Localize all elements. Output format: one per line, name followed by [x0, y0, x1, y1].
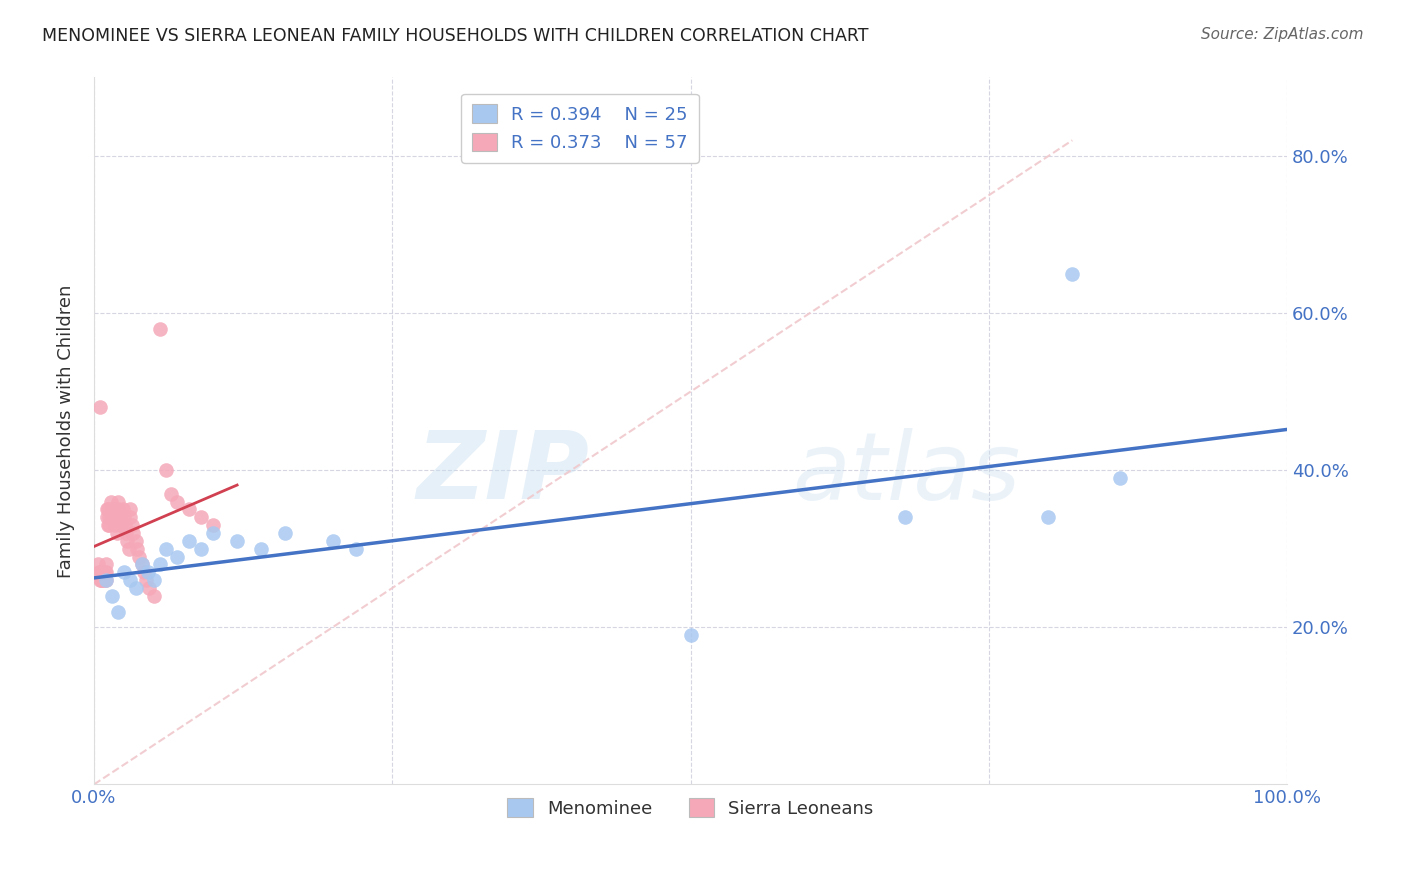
Point: [118, 502, 141, 516]
Point: [97, 502, 120, 516]
Point: [132, 566, 155, 580]
Point: [105, 526, 128, 541]
Point: [100, 494, 122, 508]
Point: [322, 533, 344, 548]
Y-axis label: Family Households with Children: Family Households with Children: [58, 285, 75, 578]
Point: [121, 518, 143, 533]
Point: [190, 510, 212, 524]
Point: [117, 541, 139, 556]
Point: [104, 518, 127, 533]
Point: [96, 502, 118, 516]
Point: [94, 573, 117, 587]
Point: [166, 549, 188, 564]
Point: [96, 510, 118, 524]
Point: [1038, 510, 1060, 524]
Point: [93, 573, 115, 587]
Point: [131, 558, 153, 572]
Point: [93, 573, 115, 587]
Text: MENOMINEE VS SIERRA LEONEAN FAMILY HOUSEHOLDS WITH CHILDREN CORRELATION CHART: MENOMINEE VS SIERRA LEONEAN FAMILY HOUSE…: [42, 27, 869, 45]
Point: [117, 533, 139, 548]
Point: [107, 502, 129, 516]
Point: [89, 401, 111, 415]
Point: [148, 558, 170, 572]
Point: [115, 526, 138, 541]
Point: [91, 573, 114, 587]
Point: [894, 510, 917, 524]
Point: [94, 558, 117, 572]
Point: [148, 322, 170, 336]
Point: [138, 581, 160, 595]
Point: [118, 510, 141, 524]
Text: ZIP: ZIP: [416, 427, 589, 519]
Point: [98, 510, 121, 524]
Point: [125, 541, 148, 556]
Point: [87, 566, 110, 580]
Point: [94, 566, 117, 580]
Point: [274, 526, 297, 541]
Point: [98, 518, 121, 533]
Point: [1062, 267, 1084, 281]
Point: [1109, 471, 1132, 485]
Point: [90, 566, 112, 580]
Point: [101, 589, 124, 603]
Point: [346, 541, 368, 556]
Point: [202, 526, 225, 541]
Point: [101, 502, 124, 516]
Point: [122, 526, 145, 541]
Point: [103, 510, 125, 524]
Point: [111, 502, 134, 516]
Point: [90, 573, 112, 587]
Point: [101, 502, 124, 516]
Point: [114, 518, 136, 533]
Point: [128, 549, 150, 564]
Point: [125, 581, 148, 595]
Point: [226, 533, 249, 548]
Text: Source: ZipAtlas.com: Source: ZipAtlas.com: [1201, 27, 1364, 42]
Point: [131, 558, 153, 572]
Legend: Menominee, Sierra Leoneans: Menominee, Sierra Leoneans: [501, 791, 880, 825]
Point: [91, 566, 114, 580]
Point: [93, 566, 115, 580]
Point: [250, 541, 273, 556]
Point: [190, 541, 212, 556]
Point: [118, 573, 141, 587]
Point: [160, 487, 183, 501]
Point: [179, 502, 201, 516]
Point: [155, 541, 177, 556]
Point: [110, 518, 132, 533]
Point: [112, 510, 135, 524]
Point: [101, 510, 124, 524]
Point: [679, 628, 702, 642]
Point: [125, 533, 148, 548]
Point: [135, 573, 157, 587]
Point: [97, 518, 120, 533]
Point: [112, 566, 135, 580]
Point: [89, 573, 111, 587]
Text: atlas: atlas: [792, 428, 1021, 519]
Point: [107, 605, 129, 619]
Point: [142, 589, 165, 603]
Point: [107, 494, 129, 508]
Point: [142, 573, 165, 587]
Point: [202, 518, 225, 533]
Point: [108, 510, 131, 524]
Point: [136, 566, 159, 580]
Point: [94, 573, 117, 587]
Point: [86, 558, 108, 572]
Point: [166, 494, 188, 508]
Point: [179, 533, 201, 548]
Point: [155, 463, 177, 477]
Point: [93, 566, 115, 580]
